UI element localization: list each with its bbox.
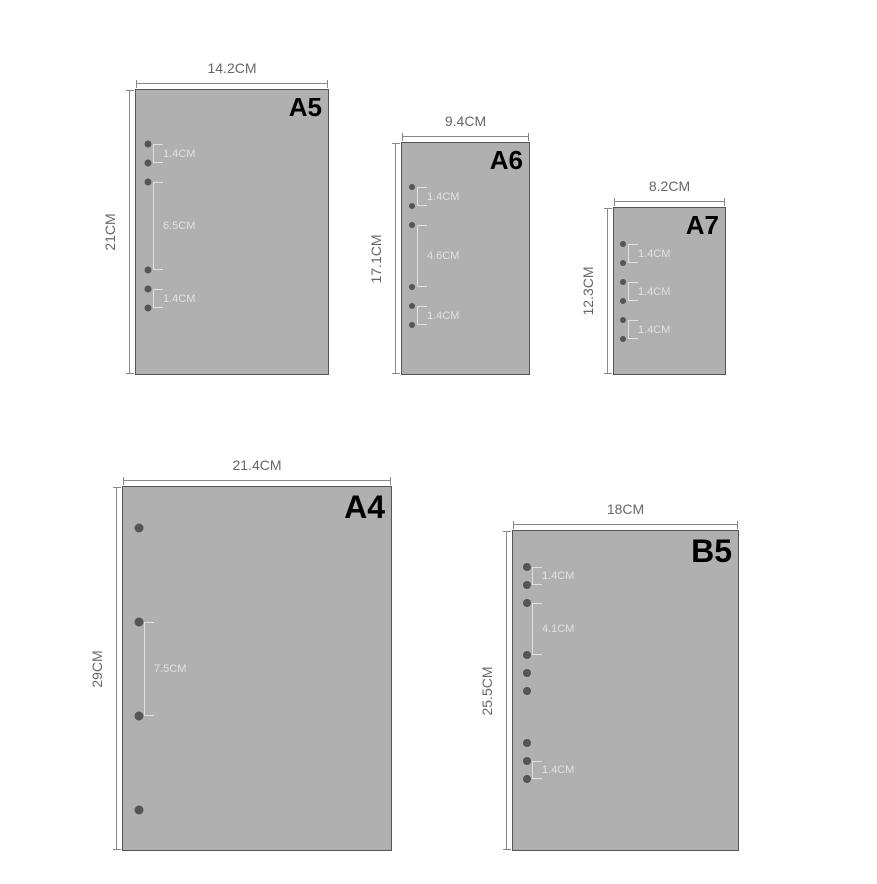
a6-hole — [409, 284, 415, 290]
a5-spacing-label: 1.4CM — [163, 148, 195, 160]
b5-hole — [523, 581, 531, 589]
a6-size-label: A6 — [490, 145, 523, 176]
a5-height-label: 21CM — [102, 213, 118, 250]
a6-spacing-label: 4.6CM — [427, 250, 459, 262]
b5-hole — [523, 563, 531, 571]
b5-hole — [523, 687, 531, 695]
b5-height-bracket — [501, 531, 511, 850]
a4-width-bracket — [123, 475, 391, 485]
a7-height-bracket — [602, 208, 612, 374]
a4-hole — [135, 618, 144, 627]
a4-card: A4 7.5CM — [123, 487, 391, 850]
a5-spacing-label: 6.5CM — [163, 220, 195, 232]
a5-width-label: 14.2CM — [207, 60, 256, 76]
b5-spacing-label: 1.4CM — [542, 764, 574, 776]
a5-hole — [145, 160, 152, 167]
b5-hole — [523, 669, 531, 677]
a6-hole — [409, 222, 415, 228]
a6-hole — [409, 322, 415, 328]
a7-height-label: 12.3CM — [580, 266, 596, 315]
a6-hole — [409, 303, 415, 309]
a5-spacing-label: 1.4CM — [163, 293, 195, 305]
a4-width-label: 21.4CM — [232, 457, 281, 473]
a6-spacing-label: 1.4CM — [427, 191, 459, 203]
a5-card: A5 1.4CM 6.5CM 1.4CM — [136, 90, 328, 374]
a7-width-label: 8.2CM — [649, 178, 690, 194]
a6-hole — [409, 203, 415, 209]
b5-hole — [523, 599, 531, 607]
b5-spacing-label: 1.4CM — [542, 570, 574, 582]
b5-hole — [523, 775, 531, 783]
a7-hole — [620, 241, 626, 247]
a7-hole — [620, 260, 626, 266]
a6-hole — [409, 184, 415, 190]
a4-hole — [135, 712, 144, 721]
a7-card: A7 1.4CM 1.4CM 1.4CM — [614, 208, 725, 374]
a6-height-label: 17.1CM — [368, 234, 384, 283]
a6-width-label: 9.4CM — [445, 113, 486, 129]
a7-hole — [620, 298, 626, 304]
a4-height-bracket — [111, 487, 121, 850]
a7-size-label: A7 — [686, 210, 719, 241]
a4-height-label: 29CM — [89, 650, 105, 687]
b5-hole — [523, 757, 531, 765]
a7-hole — [620, 279, 626, 285]
b5-hole — [523, 651, 531, 659]
a4-hole — [135, 524, 144, 533]
b5-size-label: B5 — [691, 533, 732, 570]
b5-width-label: 18CM — [607, 501, 644, 517]
a6-spacing-label: 1.4CM — [427, 310, 459, 322]
a5-hole — [145, 179, 152, 186]
a5-hole — [145, 286, 152, 293]
a4-size-label: A4 — [344, 489, 385, 526]
a5-hole — [145, 141, 152, 148]
a7-spacing-label: 1.4CM — [638, 286, 670, 298]
a7-spacing-label: 1.4CM — [638, 248, 670, 260]
b5-card: B5 1.4CM 4.1CM 1.4CM — [513, 531, 738, 850]
a6-height-bracket — [390, 143, 400, 374]
b5-spacing-label: 4.1CM — [542, 623, 574, 635]
a4-spacing-label: 7.5CM — [154, 663, 186, 675]
a7-spacing-label: 1.4CM — [638, 324, 670, 336]
a5-hole — [145, 305, 152, 312]
a7-width-bracket — [614, 196, 725, 206]
b5-height-label: 25.5CM — [479, 666, 495, 715]
a5-height-bracket — [124, 90, 134, 374]
a7-hole — [620, 317, 626, 323]
a5-size-label: A5 — [289, 92, 322, 123]
diagram-stage: 14.2CM 21CM A5 1.4CM 6.5CM 1.4CM 9.4CM 17.1CM A6… — [0, 0, 877, 884]
b5-width-bracket — [513, 519, 738, 529]
a6-width-bracket — [402, 131, 529, 141]
a5-width-bracket — [136, 78, 328, 88]
a6-card: A6 1.4CM 4.6CM 1.4CM — [402, 143, 529, 374]
b5-hole — [523, 739, 531, 747]
a5-hole — [145, 267, 152, 274]
a7-hole — [620, 336, 626, 342]
a4-hole — [135, 806, 144, 815]
